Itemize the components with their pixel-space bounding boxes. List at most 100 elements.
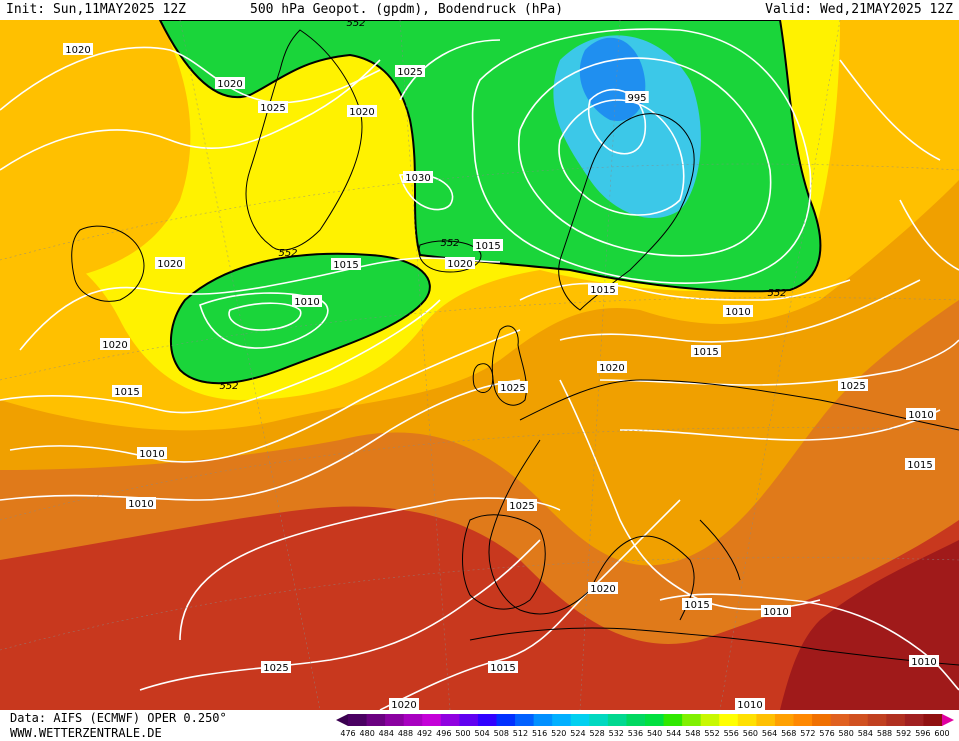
svg-text:1030: 1030 bbox=[405, 173, 430, 184]
svg-text:1020: 1020 bbox=[391, 700, 416, 711]
colorbar-swatch bbox=[552, 714, 572, 726]
geopotential-label: 552 bbox=[219, 381, 238, 392]
isobar-line bbox=[19, 257, 501, 351]
colorbar-swatch bbox=[793, 714, 813, 726]
isobar-line bbox=[519, 279, 851, 301]
colorbar-swatch bbox=[756, 714, 776, 726]
isobar-label: 1015 bbox=[905, 458, 935, 471]
svg-text:1025: 1025 bbox=[840, 381, 865, 392]
coastline-newfoundland bbox=[71, 225, 145, 302]
data-source-label: Data: AIFS (ECMWF) OPER 0.250° bbox=[10, 711, 227, 725]
colorbar-tick-label: 592 bbox=[896, 729, 911, 738]
svg-text:1010: 1010 bbox=[139, 449, 164, 460]
svg-text:1020: 1020 bbox=[65, 45, 90, 56]
svg-text:1015: 1015 bbox=[907, 460, 932, 471]
isobar-label: 1020 bbox=[155, 257, 185, 270]
isobar-label: 1025 bbox=[395, 65, 425, 78]
colorbar-swatch bbox=[812, 714, 832, 726]
isobar-label: 1025 bbox=[498, 381, 528, 394]
colorbar-swatch bbox=[348, 714, 368, 726]
colorbar-tick-label: 576 bbox=[819, 729, 834, 738]
colorbar-swatch bbox=[459, 714, 479, 726]
geopotential-label: 552 bbox=[278, 248, 297, 259]
colorbar-tick-label: 536 bbox=[628, 729, 643, 738]
colorbar-swatch bbox=[830, 714, 850, 726]
colorbar-tick-label: 580 bbox=[839, 729, 854, 738]
geopotential-label: 552 bbox=[440, 238, 459, 249]
colorbar-swatch bbox=[515, 714, 535, 726]
colorbar-swatch bbox=[700, 714, 720, 726]
isobar-line bbox=[179, 497, 561, 641]
coastline-africa bbox=[469, 627, 959, 666]
isobar-label: 1020 bbox=[215, 77, 245, 90]
coastline-europe bbox=[488, 379, 959, 621]
field-gold-northwest bbox=[0, 20, 191, 290]
colorbar-swatch bbox=[403, 714, 423, 726]
isobar-line bbox=[471, 28, 812, 284]
colorbar-swatch bbox=[923, 714, 943, 726]
svg-text:1020: 1020 bbox=[349, 107, 374, 118]
isobar-line bbox=[588, 88, 647, 155]
colorbar-swatch bbox=[886, 714, 906, 726]
svg-text:1025: 1025 bbox=[500, 383, 525, 394]
colorbar-tick-label: 568 bbox=[781, 729, 796, 738]
colorbar-tick-label: 548 bbox=[685, 729, 700, 738]
svg-text:1025: 1025 bbox=[263, 663, 288, 674]
isobar-label: 1020 bbox=[347, 105, 377, 118]
isobar-label: 1030 bbox=[403, 171, 433, 184]
coastline-iceland bbox=[418, 240, 482, 273]
coastline-scandinavia bbox=[558, 113, 695, 311]
isobar-line bbox=[9, 329, 521, 463]
svg-text:1020: 1020 bbox=[590, 584, 615, 595]
colorbar-tick-label: 500 bbox=[455, 729, 470, 738]
svg-text:1010: 1010 bbox=[128, 499, 153, 510]
geopotential-labels: 552 552 552 552 552 bbox=[219, 18, 786, 392]
colorbar-swatch bbox=[607, 714, 627, 726]
colorbar-tick-label: 600 bbox=[934, 729, 949, 738]
colorbar-tick-label: 572 bbox=[800, 729, 815, 738]
isobar-line bbox=[0, 46, 381, 111]
svg-text:1020: 1020 bbox=[102, 340, 127, 351]
colorbar-tick-label: 596 bbox=[915, 729, 930, 738]
colorbar-swatch bbox=[385, 714, 405, 726]
svg-text:1010: 1010 bbox=[737, 700, 762, 711]
isobar-label: 1010 bbox=[137, 447, 167, 460]
isobar-label: 1020 bbox=[100, 338, 130, 351]
isobar-line bbox=[0, 379, 521, 501]
colorbar-tick-label: 588 bbox=[877, 729, 892, 738]
isobar-label: 1015 bbox=[473, 239, 503, 252]
colorbar-swatch bbox=[589, 714, 609, 726]
isobar-label: 1015 bbox=[691, 345, 721, 358]
svg-text:1025: 1025 bbox=[260, 103, 285, 114]
colorbar-swatch bbox=[626, 714, 646, 726]
svg-text:1010: 1010 bbox=[908, 410, 933, 421]
isobar-label: 1015 bbox=[331, 258, 361, 271]
isobar-label: 1020 bbox=[63, 43, 93, 56]
colorbar-tick-label: 496 bbox=[436, 729, 451, 738]
graticule bbox=[0, 19, 959, 711]
svg-text:1010: 1010 bbox=[763, 607, 788, 618]
svg-text:1015: 1015 bbox=[590, 285, 615, 296]
colorbar-tick-label: 480 bbox=[360, 729, 375, 738]
colorbar-swatch bbox=[867, 714, 887, 726]
colorbar-tick-label: 560 bbox=[743, 729, 758, 738]
isobar-label: 1025 bbox=[261, 661, 291, 674]
colorbar-swatch bbox=[496, 714, 516, 726]
coastline-iberia bbox=[462, 514, 546, 610]
colorbar-tick-label: 564 bbox=[762, 729, 777, 738]
colorbar-tick-label: 516 bbox=[532, 729, 547, 738]
colorbar-swatch bbox=[440, 714, 460, 726]
colorbar-tick-label: 520 bbox=[551, 729, 566, 738]
colorbar-tick-label: 512 bbox=[513, 729, 528, 738]
isobar-line bbox=[559, 279, 921, 343]
website-label: WWW.WETTERZENTRALE.DE bbox=[10, 726, 162, 740]
isobar-label: 1010 bbox=[906, 408, 936, 421]
colorbar-tick-label: 552 bbox=[704, 729, 719, 738]
geopotential-label: 552 bbox=[346, 18, 365, 29]
svg-text:1020: 1020 bbox=[447, 259, 472, 270]
colorbar: 476 480 484 488 492 496 500 504 508 512 516 520 524 5… bbox=[336, 714, 954, 738]
isobar-line bbox=[228, 302, 302, 331]
colorbar-tick-label: 504 bbox=[474, 729, 489, 738]
isobar-label: 1015 bbox=[488, 661, 518, 674]
